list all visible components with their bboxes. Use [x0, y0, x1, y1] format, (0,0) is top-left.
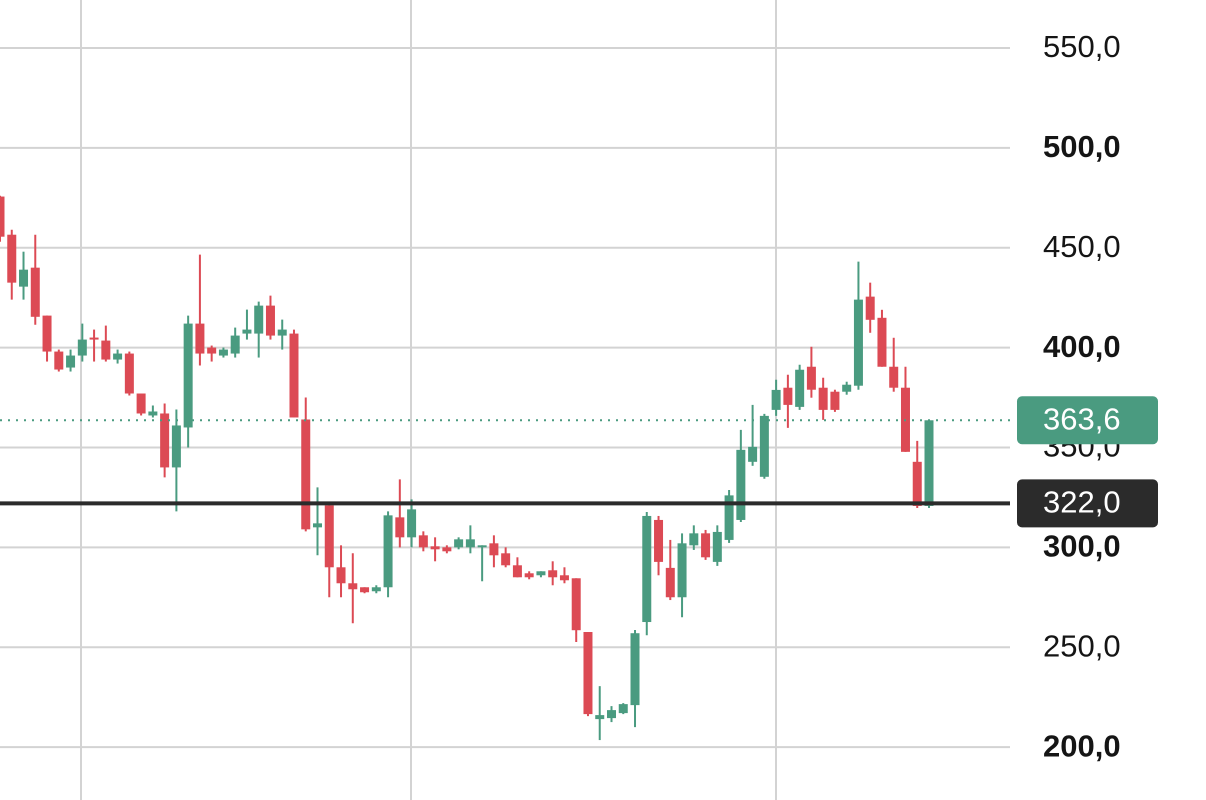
candle-body: [277, 329, 287, 336]
price-label-box: [1017, 479, 1158, 528]
candle-body: [324, 505, 334, 568]
candle-body: [489, 543, 499, 556]
candle-body: [171, 425, 181, 468]
y-tick-label: 400,0: [1043, 329, 1121, 364]
candle-body: [54, 351, 64, 370]
candle-body: [501, 553, 511, 566]
candle-body: [30, 267, 40, 317]
candle-body: [559, 575, 569, 581]
candle-body: [842, 384, 852, 392]
candle-body: [818, 387, 828, 410]
y-tick-label: 200,0: [1043, 728, 1121, 763]
candle-body: [66, 355, 76, 368]
candle-body: [595, 715, 605, 720]
candle-body: [183, 323, 193, 428]
candle-body: [524, 573, 534, 578]
candle-body: [395, 517, 405, 538]
candle-body: [336, 567, 346, 584]
candle-body: [383, 515, 393, 588]
candle-body: [665, 567, 675, 598]
candle-body: [830, 391, 840, 410]
candle-body: [583, 632, 593, 715]
candle-body: [889, 366, 899, 388]
candle-body: [642, 515, 652, 623]
candle-body: [606, 710, 616, 719]
candle-body: [877, 317, 887, 367]
candle-body: [853, 299, 863, 386]
y-tick-label: 300,0: [1043, 529, 1121, 564]
candle-body: [124, 353, 134, 394]
candle-body: [924, 420, 934, 506]
y-tick-label: 250,0: [1043, 628, 1121, 663]
candle-body: [0, 196, 5, 237]
candle-body: [265, 305, 275, 336]
candle-body: [113, 353, 123, 360]
candle-body: [148, 411, 158, 416]
candle-body: [618, 704, 628, 714]
candle-body: [254, 305, 264, 334]
candle-body: [371, 587, 381, 592]
candle-body: [301, 419, 311, 530]
candle-body: [19, 269, 29, 287]
candle-body: [101, 340, 111, 360]
candle-body: [759, 415, 769, 477]
candle-body: [630, 633, 640, 706]
candle-body: [360, 587, 370, 593]
candle-body: [865, 296, 875, 320]
candle-body: [689, 533, 699, 546]
candle-body: [724, 495, 734, 540]
candle-body: [195, 323, 205, 354]
candle-body: [701, 533, 711, 558]
candle-body: [218, 349, 228, 356]
candle-body: [912, 461, 922, 506]
candle-body: [548, 570, 558, 578]
candle-body: [348, 583, 358, 590]
candle-body: [454, 539, 464, 548]
y-tick-label: 450,0: [1043, 229, 1121, 264]
candle-body: [289, 333, 299, 418]
candle-body: [783, 387, 793, 405]
candle-body: [430, 546, 440, 550]
candle-body: [536, 571, 546, 576]
candle-body: [654, 519, 664, 562]
y-tick-label: 500,0: [1043, 129, 1121, 164]
candle-body: [230, 335, 240, 354]
candle-body: [313, 523, 323, 528]
candle-body: [736, 449, 746, 520]
candle-body: [677, 543, 687, 598]
candle-body: [136, 393, 146, 414]
candle-body: [407, 509, 417, 538]
candle-body: [771, 389, 781, 410]
candle-body: [571, 578, 581, 631]
candle-body: [89, 337, 99, 340]
price-label: 322,0: [1043, 485, 1121, 520]
candle-body: [7, 234, 17, 283]
candle-body: [712, 531, 722, 562]
price-label: 363,6: [1043, 401, 1121, 436]
candle-body: [242, 329, 252, 334]
candle-body: [806, 366, 816, 390]
candle-body: [42, 315, 52, 352]
candle-body: [477, 545, 487, 548]
candle-body: [418, 535, 428, 548]
candle-body: [795, 369, 805, 407]
candle-body: [207, 347, 217, 354]
candle-body: [77, 339, 87, 356]
candle-body: [748, 446, 758, 462]
candle-body: [160, 413, 170, 468]
candle-body: [442, 547, 452, 552]
candle-body: [512, 565, 522, 578]
price-label-box: [1017, 396, 1158, 445]
y-tick-label: 550,0: [1043, 29, 1121, 64]
candle-body: [465, 539, 475, 548]
